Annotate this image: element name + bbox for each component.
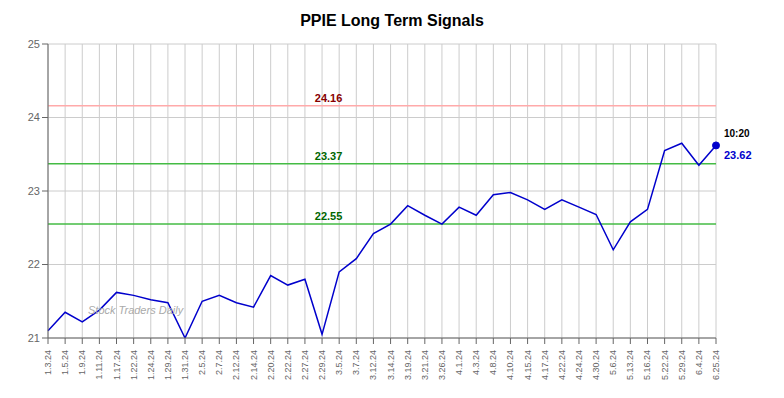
svg-text:24.16: 24.16 bbox=[315, 92, 343, 104]
svg-text:5.6.24: 5.6.24 bbox=[608, 350, 618, 375]
svg-text:4.8.24: 4.8.24 bbox=[488, 350, 498, 375]
svg-text:2.29.24: 2.29.24 bbox=[317, 350, 327, 380]
svg-text:2.20.24: 2.20.24 bbox=[266, 350, 276, 380]
svg-text:1.29.24: 1.29.24 bbox=[163, 350, 173, 380]
svg-text:10:20: 10:20 bbox=[724, 128, 750, 139]
svg-text:1.17.24: 1.17.24 bbox=[112, 350, 122, 380]
svg-text:21: 21 bbox=[28, 332, 40, 344]
svg-text:22.55: 22.55 bbox=[315, 210, 343, 222]
svg-text:23: 23 bbox=[28, 185, 40, 197]
svg-text:5.29.24: 5.29.24 bbox=[677, 350, 687, 380]
svg-text:3.7.24: 3.7.24 bbox=[351, 350, 361, 375]
svg-text:25: 25 bbox=[28, 38, 40, 50]
svg-text:1.11.24: 1.11.24 bbox=[94, 350, 104, 379]
svg-text:24: 24 bbox=[28, 111, 40, 123]
svg-text:3.14.24: 3.14.24 bbox=[386, 350, 396, 380]
svg-text:1.24.24: 1.24.24 bbox=[146, 350, 156, 380]
svg-text:5.22.24: 5.22.24 bbox=[660, 350, 670, 380]
html-text:PPIE Long Term Signals: PPIE Long Term Signals bbox=[300, 12, 484, 29]
svg-text:1.22.24: 1.22.24 bbox=[129, 350, 139, 380]
svg-text:1.31.24: 1.31.24 bbox=[180, 350, 190, 380]
svg-text:2.22.24: 2.22.24 bbox=[283, 350, 293, 380]
svg-text:1.5.24: 1.5.24 bbox=[60, 350, 70, 375]
svg-text:2.5.24: 2.5.24 bbox=[197, 350, 207, 375]
svg-text:3.26.24: 3.26.24 bbox=[437, 350, 447, 380]
svg-text:4.10.24: 4.10.24 bbox=[505, 350, 515, 380]
svg-text:4.24.24: 4.24.24 bbox=[574, 350, 584, 380]
svg-text:3.5.24: 3.5.24 bbox=[334, 350, 344, 375]
svg-text:1.3.24: 1.3.24 bbox=[43, 350, 53, 375]
svg-text:6.4.24: 6.4.24 bbox=[694, 350, 704, 375]
svg-text:4.15.24: 4.15.24 bbox=[523, 350, 533, 380]
svg-text:1.9.24: 1.9.24 bbox=[77, 350, 87, 375]
svg-text:5.13.24: 5.13.24 bbox=[625, 350, 635, 380]
svg-text:4.30.24: 4.30.24 bbox=[591, 350, 601, 380]
svg-text:4.17.24: 4.17.24 bbox=[540, 350, 550, 380]
svg-text:4.22.24: 4.22.24 bbox=[557, 350, 567, 380]
svg-text:2.27.24: 2.27.24 bbox=[300, 350, 310, 380]
svg-text:3.12.24: 3.12.24 bbox=[368, 350, 378, 380]
svg-text:23.62: 23.62 bbox=[724, 149, 752, 161]
svg-text:23.37: 23.37 bbox=[315, 150, 343, 162]
svg-text:2.12.24: 2.12.24 bbox=[231, 350, 241, 380]
svg-text:4.3.24: 4.3.24 bbox=[471, 350, 481, 375]
svg-text:6.25.24: 6.25.24 bbox=[711, 350, 721, 380]
svg-text:3.21.24: 3.21.24 bbox=[420, 350, 430, 380]
svg-text:5.16.24: 5.16.24 bbox=[642, 350, 652, 380]
svg-text:4.1.24: 4.1.24 bbox=[454, 350, 464, 375]
svg-text:2.7.24: 2.7.24 bbox=[214, 350, 224, 375]
svg-text:22: 22 bbox=[28, 258, 40, 270]
svg-text:3.19.24: 3.19.24 bbox=[403, 350, 413, 380]
html-text:Stock Traders Daily: Stock Traders Daily bbox=[88, 304, 184, 316]
svg-text:2.14.24: 2.14.24 bbox=[249, 350, 259, 380]
